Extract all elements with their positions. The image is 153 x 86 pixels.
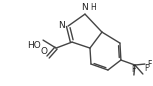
Text: F: F: [147, 60, 151, 69]
Text: HO: HO: [27, 41, 41, 50]
Text: F: F: [132, 65, 136, 74]
Text: O: O: [40, 47, 47, 56]
Text: N: N: [58, 21, 65, 30]
Text: F: F: [144, 64, 148, 73]
Text: H: H: [90, 3, 96, 12]
Text: N: N: [82, 3, 88, 12]
